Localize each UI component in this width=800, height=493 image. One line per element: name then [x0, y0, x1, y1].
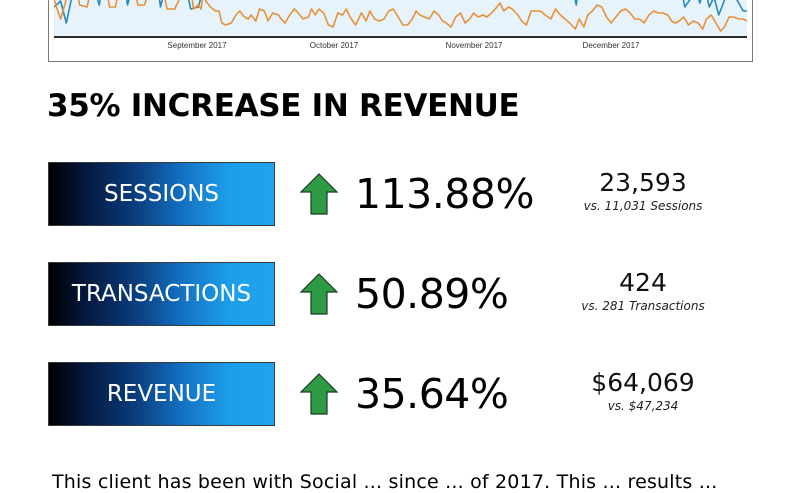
footer-paragraph: This client has been with Social ... sin… — [52, 471, 718, 493]
metric-change-sessions: 113.88% — [355, 170, 534, 218]
traffic-line-chart: September 2017 October 2017 November 201… — [48, 0, 753, 62]
page-heading: 35% INCREASE IN REVENUE — [47, 88, 520, 124]
metric-change-transactions: 50.89% — [355, 270, 509, 318]
x-axis-label-december: December 2017 — [582, 41, 640, 50]
metric-label-text: REVENUE — [106, 381, 217, 407]
metric-label-transactions: TRANSACTIONS — [48, 262, 275, 326]
metric-value-revenue: $64,069 — [591, 368, 695, 397]
metric-value-block-sessions: 23,593 vs. 11,031 Sessions — [553, 168, 733, 214]
metric-value-sessions: 23,593 — [599, 168, 687, 197]
x-axis-label-september: September 2017 — [167, 41, 227, 50]
metric-value-block-transactions: 424 vs. 281 Transactions — [553, 268, 733, 314]
chart-series-line — [54, 0, 747, 32]
metric-label-sessions: SESSIONS — [48, 162, 275, 226]
chart-lines — [54, 0, 747, 32]
up-arrow-icon — [299, 273, 339, 315]
metric-value-block-revenue: $64,069 vs. $47,234 — [553, 368, 733, 414]
metric-label-text: SESSIONS — [103, 181, 220, 207]
chart-series-line — [54, 0, 747, 24]
x-axis-label-november: November 2017 — [445, 41, 503, 50]
metric-comparison-sessions: vs. 11,031 Sessions — [583, 199, 703, 213]
metric-comparison-transactions: vs. 281 Transactions — [581, 299, 705, 313]
metric-label-text: TRANSACTIONS — [71, 281, 252, 307]
chart-plot-area — [54, 0, 747, 38]
up-arrow-icon — [299, 173, 339, 215]
up-arrow-icon — [299, 373, 339, 415]
metric-label-revenue: REVENUE — [48, 362, 275, 426]
x-axis-label-october: October 2017 — [309, 41, 359, 50]
metric-value-transactions: 424 — [619, 268, 667, 297]
metric-comparison-revenue: vs. $47,234 — [607, 399, 679, 413]
metric-change-revenue: 35.64% — [355, 370, 509, 418]
